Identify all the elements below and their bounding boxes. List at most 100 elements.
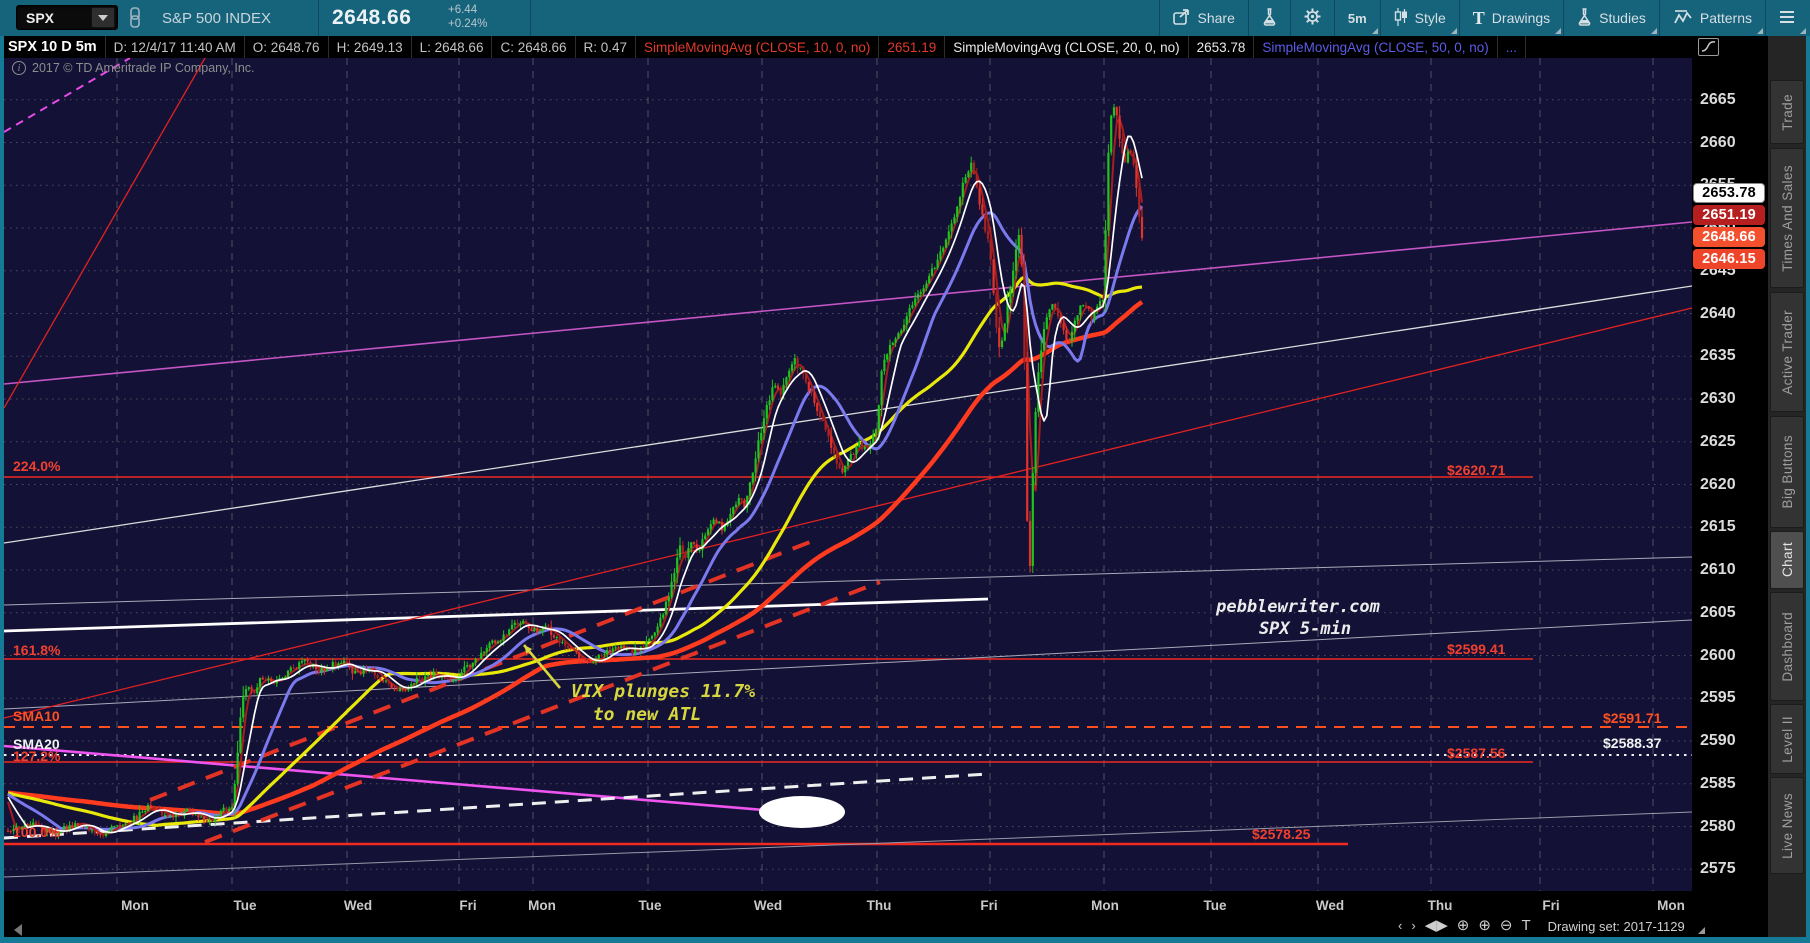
day-label: Thu xyxy=(866,898,892,913)
price-tick: 2615 xyxy=(1700,518,1736,536)
sidebar-tab-level-ii[interactable]: Level II xyxy=(1770,704,1804,774)
sidebar-tab-trade[interactable]: Trade xyxy=(1770,80,1804,144)
price-tick: 2610 xyxy=(1700,561,1736,578)
price-tick: 2620 xyxy=(1700,475,1736,493)
svg-text:$2587.56: $2587.56 xyxy=(1447,745,1506,761)
svg-text:to new ATL: to new ATL xyxy=(593,704,701,725)
link-charts-icon[interactable] xyxy=(128,7,142,34)
chart-bottom-controls: ‹ › ◀▶ ⊕ ⊕ ⊖ T Drawing set: 2017-1129 xyxy=(1398,917,1705,935)
price-tick: 2605 xyxy=(1700,603,1736,621)
price-tick: 2575 xyxy=(1700,860,1736,878)
price-change: +6.44 +0.24% xyxy=(448,4,488,30)
ohlc-field: O: 2648.76 xyxy=(252,39,320,55)
menu-button[interactable] xyxy=(1766,0,1808,36)
day-label: Wed xyxy=(1315,898,1345,913)
study-value: 2653.78 xyxy=(1196,39,1246,55)
price-axis[interactable]: 2575 2580 2585 2590 2595 2600 2605 2610 2615 2620… xyxy=(1692,58,1768,937)
svg-text:127.2%: 127.2% xyxy=(13,748,61,764)
svg-text:SMA10: SMA10 xyxy=(13,708,60,724)
share-button[interactable]: Share xyxy=(1160,0,1248,36)
day-label: Fri xyxy=(459,898,477,913)
symbol-text: SPX xyxy=(26,9,55,26)
drawings-button[interactable]: T Drawings xyxy=(1460,0,1563,36)
style-button[interactable]: Style xyxy=(1381,0,1459,36)
price-tick: 2640 xyxy=(1700,304,1736,322)
flask-icon xyxy=(1262,7,1277,29)
scroll-left-icon[interactable] xyxy=(14,924,22,936)
svg-text:VIX plunges 11.7%: VIX plunges 11.7% xyxy=(571,681,755,702)
svg-text:$2599.41: $2599.41 xyxy=(1447,641,1506,657)
restore-chart-icon[interactable] xyxy=(1698,38,1719,56)
svg-text:SPX 5-min: SPX 5-min xyxy=(1259,619,1351,639)
fit-icon[interactable]: ⊕ xyxy=(1456,917,1470,934)
flask-button[interactable] xyxy=(1249,0,1290,36)
sidebar-tab-chart[interactable]: Chart xyxy=(1770,531,1804,589)
gear-button[interactable] xyxy=(1291,0,1334,36)
patterns-button[interactable]: Patterns xyxy=(1660,0,1765,36)
price-tick: 2625 xyxy=(1700,432,1736,450)
right-sidebar: Trade Times And Sales Active Trader Big But… xyxy=(1768,36,1806,943)
day-label: Mon xyxy=(121,898,149,913)
sidebar-tab-dashboard[interactable]: Dashboard xyxy=(1770,592,1804,701)
symbol-input[interactable]: SPX xyxy=(16,5,118,30)
bar-width-icon[interactable]: ◀▶ xyxy=(1424,917,1448,934)
pan-left-icon[interactable]: ‹ xyxy=(1398,918,1403,933)
day-label: Mon xyxy=(1091,898,1119,913)
study-label[interactable]: SimpleMovingAvg (CLOSE, 20, 0, no) xyxy=(953,39,1180,55)
price-tick: 2660 xyxy=(1700,133,1736,151)
gear-icon xyxy=(1304,8,1321,28)
day-label: Wed xyxy=(343,898,373,913)
svg-text:$2620.71: $2620.71 xyxy=(1447,462,1506,478)
studies-button[interactable]: Studies xyxy=(1564,0,1659,36)
sidebar-tab-active-trader[interactable]: Active Trader xyxy=(1770,292,1804,412)
price-tick: 2665 xyxy=(1700,90,1736,108)
drawing-set-expand-icon[interactable] xyxy=(1697,926,1705,934)
day-label: Fri xyxy=(980,898,998,913)
price-tick: 2630 xyxy=(1700,390,1736,407)
drawing-set-label[interactable]: Drawing set: 2017-1129 xyxy=(1547,918,1685,934)
price-bubble: 2651.19 xyxy=(1693,205,1765,225)
day-label: Tue xyxy=(1203,898,1227,913)
5m-button[interactable]: 5m xyxy=(1335,0,1380,36)
sidebar-tab-times-and-sales[interactable]: Times And Sales xyxy=(1770,148,1804,288)
text-tool-icon[interactable]: T xyxy=(1521,917,1531,934)
svg-text:$2588.37: $2588.37 xyxy=(1603,735,1662,751)
day-label: Tue xyxy=(638,898,662,913)
toolbar-buttons: Share 5m Style T Drawings Studies Patterns xyxy=(1158,0,1809,36)
price-tick: 2585 xyxy=(1700,774,1736,792)
day-label: Mon xyxy=(528,898,556,913)
ohlc-field: D: 12/4/17 11:40 AM xyxy=(113,39,236,55)
window-edge-bottom xyxy=(0,937,1810,943)
svg-text:224.0%: 224.0% xyxy=(13,458,61,474)
price-tick: 2590 xyxy=(1700,732,1736,749)
study-label[interactable]: SimpleMovingAvg (CLOSE, 50, 0, no) xyxy=(1262,39,1489,55)
sidebar-tab-live-news[interactable]: Live News xyxy=(1770,777,1804,874)
svg-text:100.0%: 100.0% xyxy=(13,824,61,840)
symbol-description: S&P 500 INDEX xyxy=(162,9,271,27)
price-bubble: 2646.15 xyxy=(1693,249,1765,269)
info-icon: i xyxy=(12,61,26,75)
window-edge-right xyxy=(1806,36,1810,943)
svg-text:SMA20: SMA20 xyxy=(13,736,60,752)
copyright-notice: i 2017 © TD Ameritrade IP Company, Inc. xyxy=(12,61,255,75)
chart-plot-area[interactable]: 224.0% $2620.71 161.8% $2599.41 SMA10 $2591.7… xyxy=(3,57,1693,891)
zoom-out-icon[interactable]: ⊖ xyxy=(1499,917,1513,934)
zoom-in-icon[interactable]: ⊕ xyxy=(1478,917,1491,934)
ohlc-field: R: 0.47 xyxy=(583,39,628,55)
patterns-icon xyxy=(1673,9,1693,28)
sidebar-tab-big-buttons[interactable]: Big Buttons xyxy=(1770,416,1804,528)
ohlc-field: H: 2649.13 xyxy=(336,39,403,55)
menu-icon xyxy=(1779,10,1795,27)
symbol-dropdown-button[interactable] xyxy=(91,7,115,28)
time-axis[interactable]: Mon Tue Wed Fri Mon Tue Wed Thu Fri Mon Tue Wed Thu F… xyxy=(4,891,1692,937)
study-label[interactable]: SimpleMovingAvg (CLOSE, 10, 0, no) xyxy=(644,39,871,55)
price-bubble: 2653.78 xyxy=(1693,183,1765,203)
price-tick: 2600 xyxy=(1700,646,1736,664)
pan-right-icon[interactable]: › xyxy=(1411,918,1416,933)
day-label: Thu xyxy=(1427,898,1453,913)
share-icon xyxy=(1172,8,1191,28)
day-label: Wed xyxy=(753,898,783,913)
price-tick: 2635 xyxy=(1700,347,1736,365)
day-label: Mon xyxy=(1657,898,1685,913)
flask-icon xyxy=(1577,7,1592,29)
